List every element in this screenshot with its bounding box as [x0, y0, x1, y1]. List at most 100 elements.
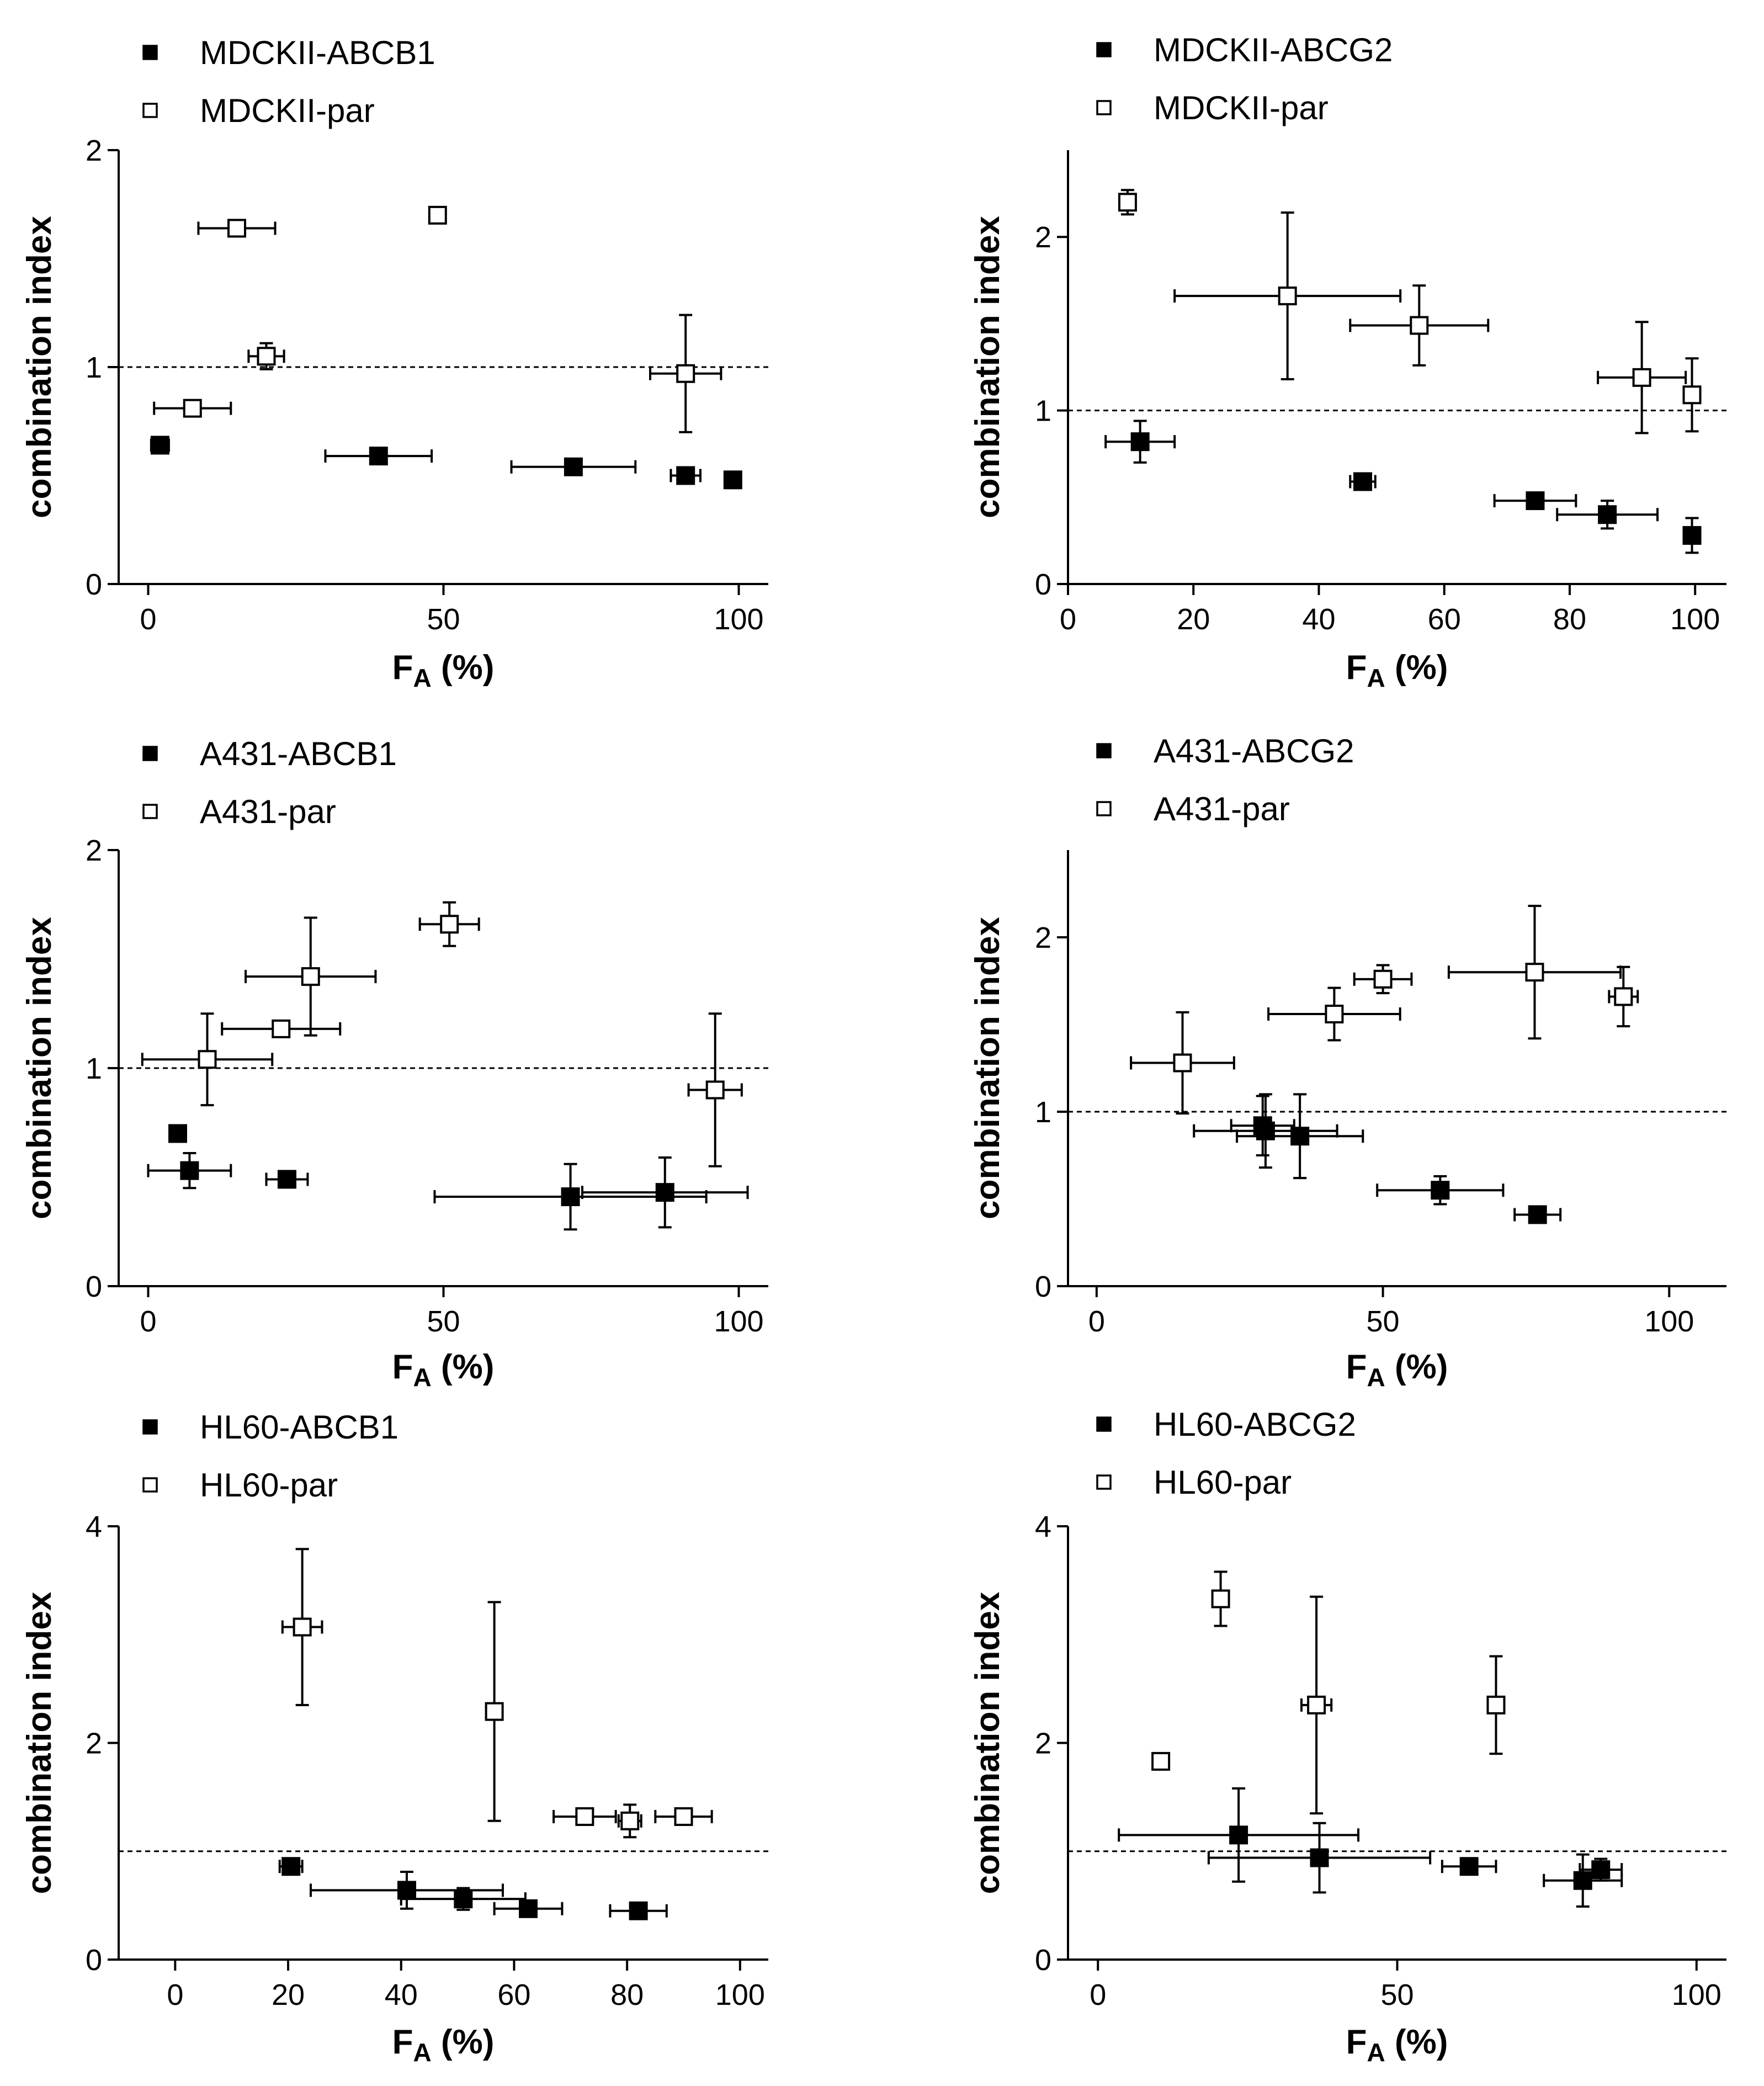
data-point-filled	[309, 1871, 504, 1910]
marker	[1591, 1860, 1611, 1880]
data-point-open	[552, 1807, 617, 1826]
marker	[1373, 969, 1393, 989]
legend-label: MDCKII-par	[200, 92, 375, 129]
data-point-open	[1608, 965, 1639, 1028]
marker	[629, 1901, 648, 1920]
y-tick-label: 1	[86, 351, 102, 384]
legend-marker	[142, 746, 158, 761]
marker	[1151, 1751, 1171, 1771]
marker	[1486, 1695, 1506, 1715]
x-axis-title: FA (%)	[1346, 649, 1448, 692]
data-point-filled	[147, 1152, 232, 1190]
marker	[723, 470, 742, 490]
x-axis-title: FA (%)	[392, 1348, 495, 1392]
data-point-filled	[723, 470, 742, 490]
marker	[293, 1617, 312, 1637]
marker	[564, 457, 583, 476]
data-point-open	[1118, 189, 1137, 216]
y-axis-title: combination index	[969, 917, 1007, 1219]
marker	[1573, 1871, 1592, 1890]
y-tick-label: 0	[1035, 568, 1051, 601]
data-point-filled	[670, 466, 702, 485]
data-point-open	[649, 314, 722, 433]
data-point-open	[428, 205, 447, 225]
data-point-filled	[1207, 1822, 1432, 1894]
data-point-open	[1447, 905, 1622, 1040]
y-tick-label: 2	[86, 1727, 102, 1760]
x-tick-label: 0	[1088, 1305, 1105, 1338]
legend-label: HL60-par	[200, 1467, 338, 1504]
data-point-filled	[1543, 1853, 1623, 1908]
data-point-filled	[1349, 472, 1377, 491]
panel-6: 0 2 4 0 50 100 FA (%) combination index HL60-ABC…	[969, 1406, 1726, 2067]
marker	[1307, 1695, 1326, 1715]
marker	[620, 1811, 640, 1830]
marker	[519, 1899, 538, 1918]
data-point-open	[1130, 1011, 1235, 1115]
data-point-open	[1353, 964, 1413, 995]
data-point-filled	[278, 1857, 304, 1876]
y-tick-label: 1	[86, 1052, 102, 1085]
y-axis-title: combination index	[969, 216, 1007, 518]
x-axis-title: FA (%)	[1346, 2023, 1448, 2067]
legend-marker	[1096, 100, 1112, 115]
y-tick-label: 0	[86, 1944, 102, 1977]
marker	[1118, 193, 1137, 212]
data-point-filled	[1441, 1857, 1497, 1876]
x-tick-label: 0	[1090, 1978, 1106, 2011]
y-axis-title: combination index	[20, 216, 59, 518]
legend-label: HL60-ABCG2	[1154, 1406, 1356, 1443]
marker	[1682, 385, 1702, 405]
marker	[1614, 987, 1633, 1006]
marker	[277, 1170, 296, 1189]
data-point-filled	[1493, 491, 1577, 511]
x-tick-label: 80	[1553, 603, 1586, 636]
y-tick-label: 0	[86, 1270, 102, 1303]
marker	[1528, 1205, 1547, 1224]
y-tick-label: 2	[1035, 921, 1051, 954]
data-point-open	[245, 916, 377, 1037]
marker	[676, 466, 695, 485]
data-point-filled	[265, 1170, 309, 1189]
data-point-open	[1349, 284, 1490, 367]
data-point-open	[1151, 1751, 1171, 1771]
data-point-open	[247, 342, 285, 370]
x-tick-label: 40	[385, 1978, 418, 2011]
data-point-open	[1267, 986, 1401, 1042]
x-axis-title: FA (%)	[392, 649, 495, 692]
y-tick-label: 0	[86, 568, 102, 601]
y-tick-label: 2	[1035, 1727, 1051, 1760]
data-point-filled	[609, 1901, 668, 1920]
y-tick-label: 1	[1035, 395, 1051, 428]
marker	[1278, 286, 1297, 306]
data-point-filled	[1376, 1175, 1505, 1206]
marker	[1431, 1181, 1450, 1200]
x-tick-label: 50	[427, 603, 460, 636]
data-point-open	[1597, 321, 1687, 434]
marker	[1682, 526, 1702, 545]
data-point-filled	[168, 1124, 187, 1143]
marker	[1526, 491, 1545, 511]
marker	[301, 967, 320, 986]
data-point-filled	[1118, 1787, 1360, 1883]
data-point-open	[141, 1012, 274, 1107]
x-tick-label: 60	[1428, 603, 1461, 636]
legend-marker	[142, 1419, 158, 1435]
legend-label: A431-ABCG2	[1154, 733, 1354, 769]
x-tick-label: 80	[610, 1978, 644, 2011]
x-tick-label: 60	[497, 1978, 530, 2011]
marker	[369, 447, 388, 466]
x-tick-label: 20	[1177, 603, 1210, 636]
x-axis-title: FA (%)	[392, 2023, 495, 2067]
legend-label: A431-ABCB1	[200, 735, 397, 772]
data-point-open	[687, 1012, 743, 1167]
marker	[440, 915, 459, 934]
x-tick-label: 50	[1367, 1305, 1400, 1338]
data-point-filled	[150, 436, 170, 455]
data-point-open	[617, 1803, 642, 1839]
data-point-filled	[1104, 420, 1176, 464]
data-point-open	[281, 1548, 323, 1706]
